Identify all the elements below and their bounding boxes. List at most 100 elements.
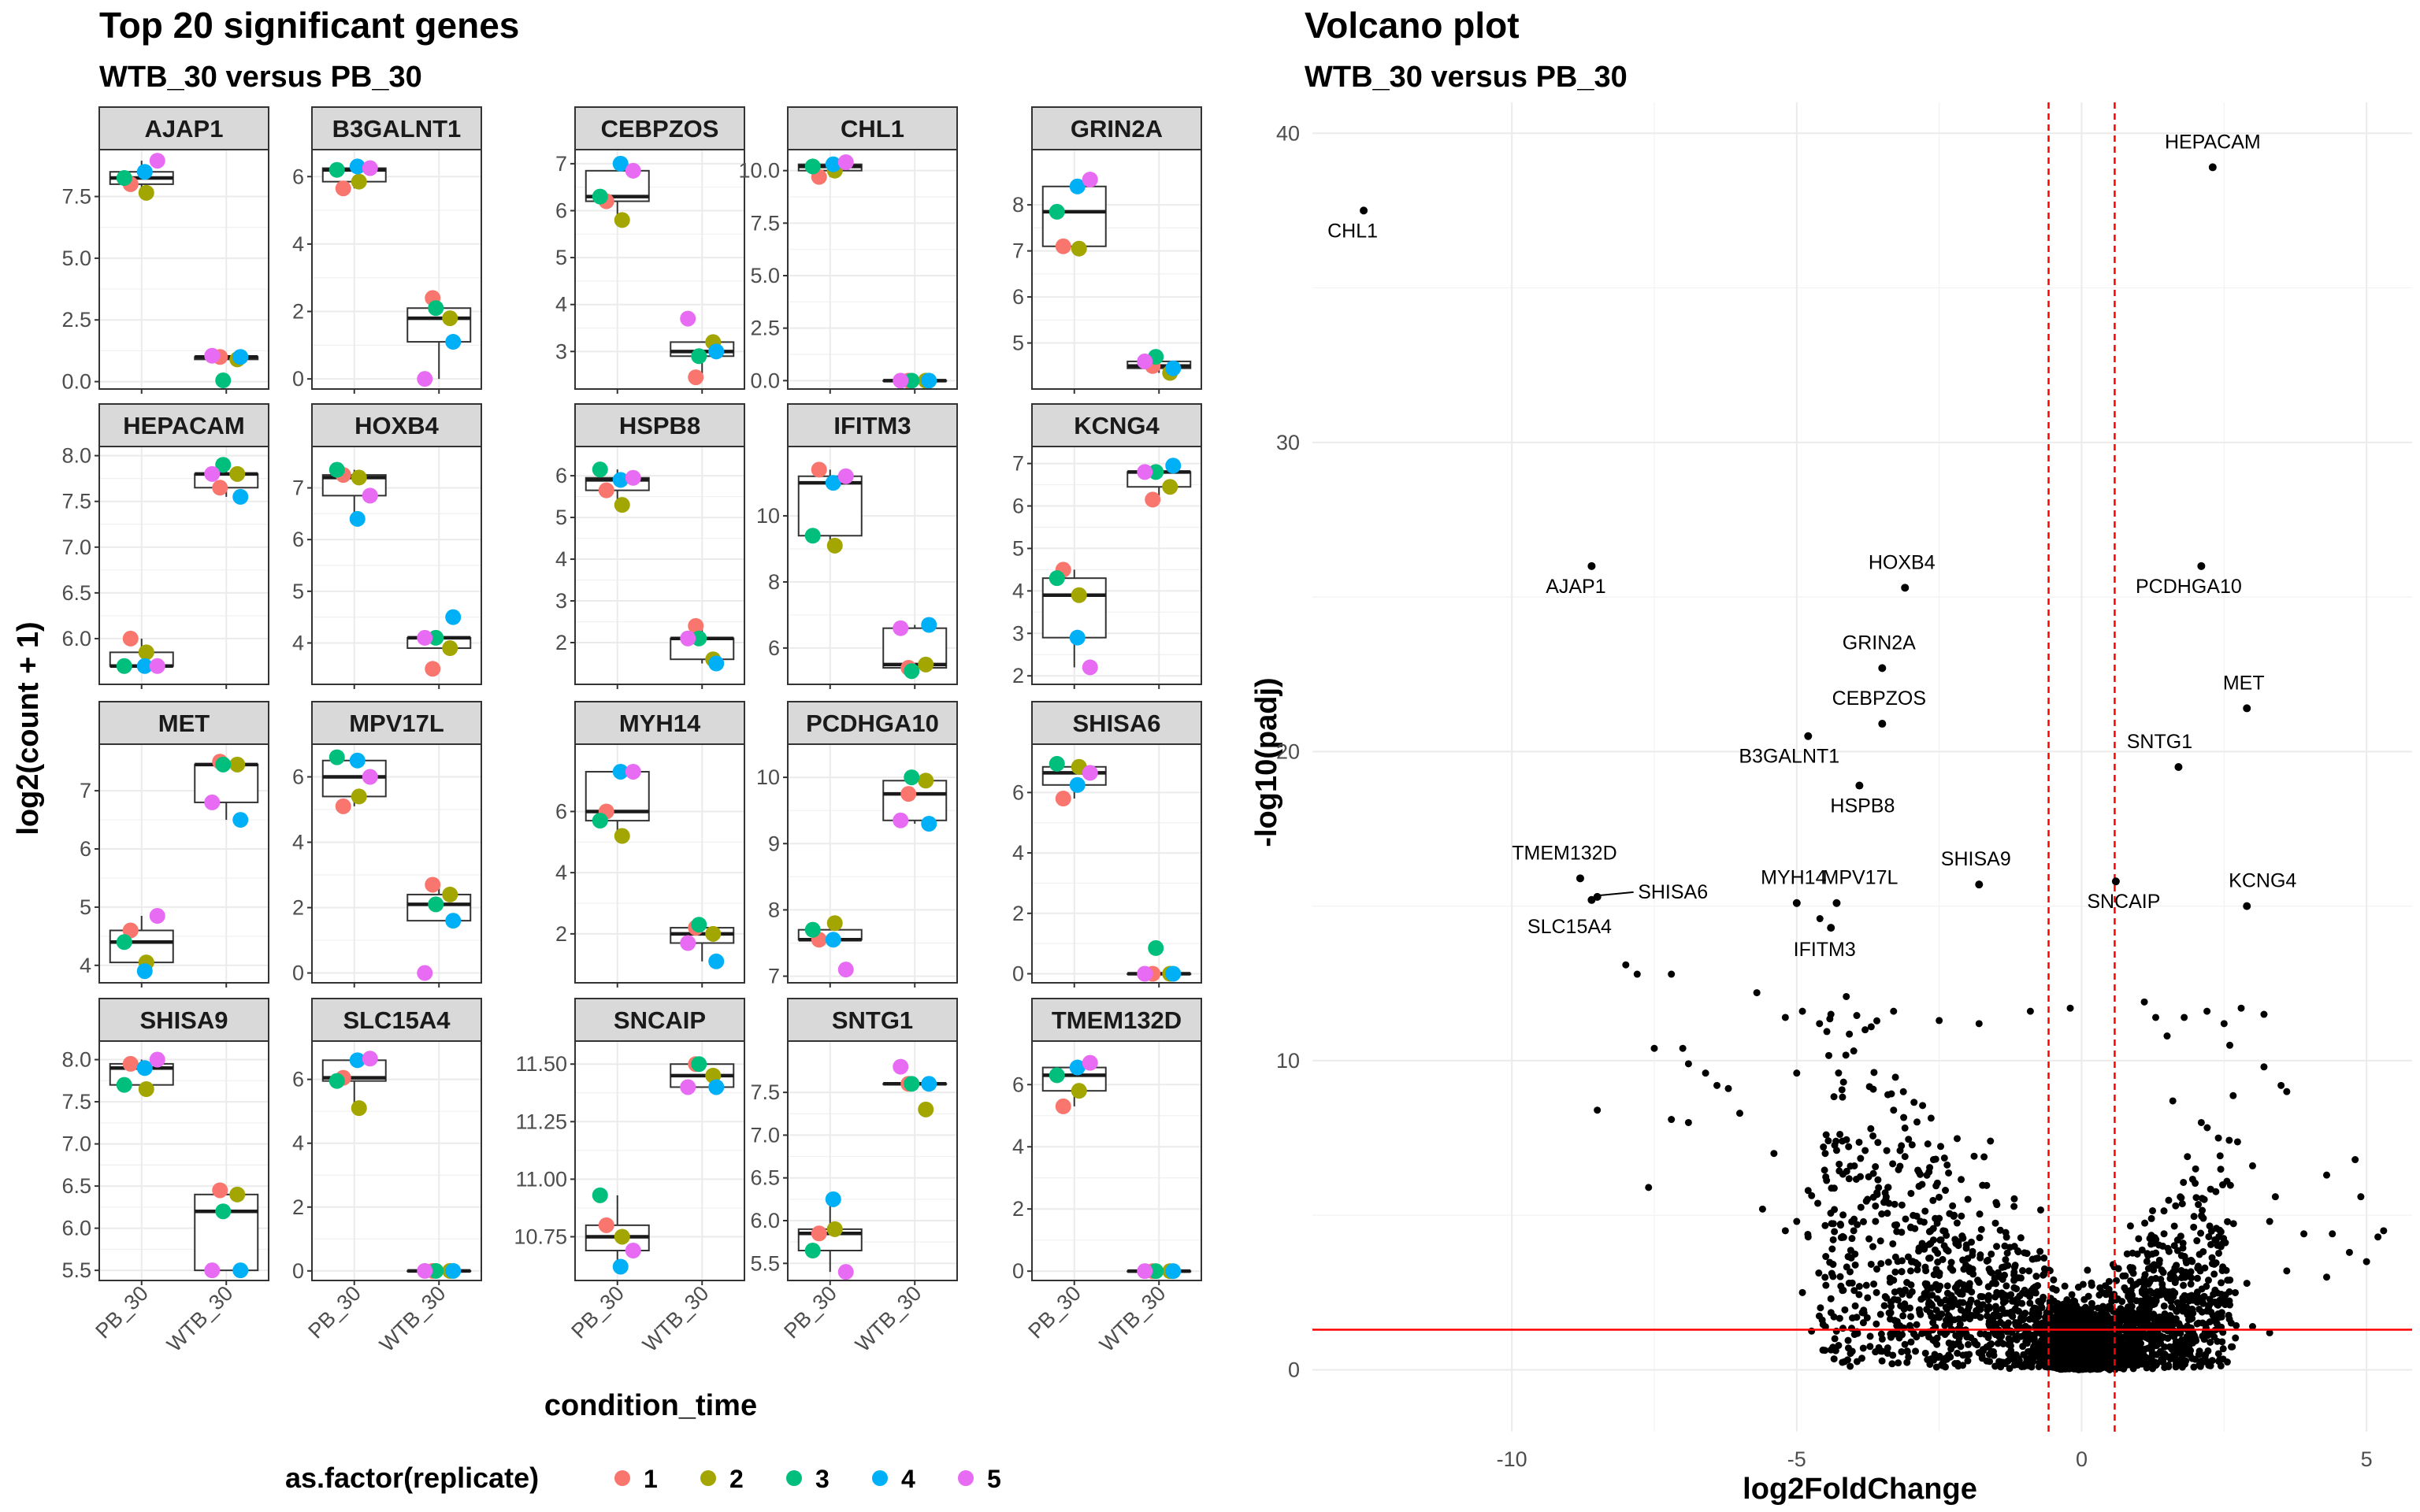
replicate-point [625,469,641,486]
gene-point [2129,1365,2137,1373]
gene-point [1867,1260,1875,1268]
y-tick-label: 4 [555,861,567,884]
y-tick-label: 4 [555,547,567,571]
gene-point [2094,1304,2102,1312]
gene-point [1832,1327,1840,1335]
y-tick-label: 6 [292,765,304,789]
replicate-point [804,921,821,938]
y-tick-label: 10.0 [738,159,780,183]
gene-point [2021,1249,2028,1257]
box-plot-title: Top 20 significant genes [99,5,519,46]
y-tick-label: 8 [1012,193,1024,217]
replicate-point [691,1056,707,1073]
gene-point [2283,1267,2291,1275]
gene-point [2143,1258,2151,1266]
gene-point [2013,1285,2021,1293]
y-tick-label: 7 [1012,452,1024,476]
replicate-point [921,1076,937,1092]
gene-point [1915,1244,1923,1252]
gene-point [1953,1282,1961,1290]
gene-point [2117,1342,2125,1350]
gene-point [1891,1073,1899,1081]
replicate-point [1055,238,1071,254]
gene-point [1903,1358,1911,1366]
gene-point [1913,1266,1921,1273]
gene-point [1931,1337,1939,1345]
facet-strip [311,701,482,745]
facet-strip-label: SLC15A4 [343,1006,451,1034]
gene-point [2006,1342,2014,1350]
gene-point [1817,1304,1824,1312]
facet-kcng4: KCNG4 2 3 4 5 6 7 [1012,403,1202,689]
gene-point [2054,1299,2062,1307]
gene-point [1992,1199,2000,1206]
gene-point [2019,1267,2027,1275]
y-tick-label: 11.00 [515,1167,567,1191]
gene-point [2166,1343,2173,1351]
x-tick-label: -10 [1497,1447,1527,1471]
labeled-gene-kcng4: KCNG4 [2229,870,2296,910]
gene-point [2161,1343,2169,1351]
gene-point [1995,1333,2003,1341]
y-tick-label: 11.50 [515,1052,567,1076]
gene-point [1996,1226,2004,1234]
gene-point [1995,1290,2003,1298]
y-tick-label: 6 [768,636,780,660]
gene-point [2054,1338,2062,1346]
gene-point [1852,1175,1860,1183]
labeled-gene-shisa6: SHISA6 [1593,881,1708,903]
replicate-point [362,769,378,785]
gene-point [1855,1291,1863,1299]
facet-panel-border [574,149,745,390]
gene-point [2032,1254,2040,1262]
gene-point [1878,1357,1886,1365]
gene-point [2002,1282,2010,1290]
gene-point [2031,1341,2039,1349]
gene-point [2193,1288,2201,1296]
gene-point [1668,970,1676,978]
gene-point [2197,1118,2205,1126]
gene-point [1888,1360,1896,1368]
gene-point [2229,1091,2237,1099]
gene-point [2033,1329,2041,1336]
y-tick-label: 5 [555,246,567,269]
gene-point [1846,1030,1854,1038]
gene-point [2177,1194,2185,1202]
legend-key-dot [700,1470,716,1486]
gene-point [1867,1023,1875,1031]
labeled-gene-text: TMEM132D [1512,842,1616,864]
gene-point [1822,1253,1830,1261]
gene-point [2017,1362,2025,1370]
gene-point [2169,1097,2177,1105]
replicate-point [1165,965,1182,982]
replicate-point [351,788,367,805]
facet-panel-border [1031,1040,1202,1281]
gene-point [1898,1268,1906,1276]
replicate-point [136,963,153,980]
gene-point [2260,1063,2268,1071]
gene-point [2184,1338,2192,1346]
replicate-point [826,915,843,932]
gene-point [2155,1256,2163,1264]
gene-point [2010,1243,2018,1251]
gene-point [1843,992,1850,1000]
gene-point [1947,1345,1955,1353]
facet-strip [98,998,269,1042]
gene-point [1893,1221,1901,1228]
gene-point [1816,915,1824,923]
gene-point [2225,1288,2233,1295]
y-tick-label: 2 [1012,1197,1024,1221]
gene-point [1914,1261,1922,1269]
gene-point [2323,1273,2331,1281]
legend-key-label: 2 [729,1465,744,1493]
gene-point [1986,1321,1994,1329]
gene-point [2188,1292,2195,1299]
gene-point [2362,1258,2370,1266]
gene-point [1893,1228,1901,1236]
gene-point [1999,1340,2007,1347]
gene-point [2010,1203,2018,1210]
gene-point [2223,1358,2231,1366]
gene-point [2074,1308,2082,1316]
gene-point [1622,961,1630,969]
labeled-gene-tmem132d: TMEM132D [1512,842,1617,883]
